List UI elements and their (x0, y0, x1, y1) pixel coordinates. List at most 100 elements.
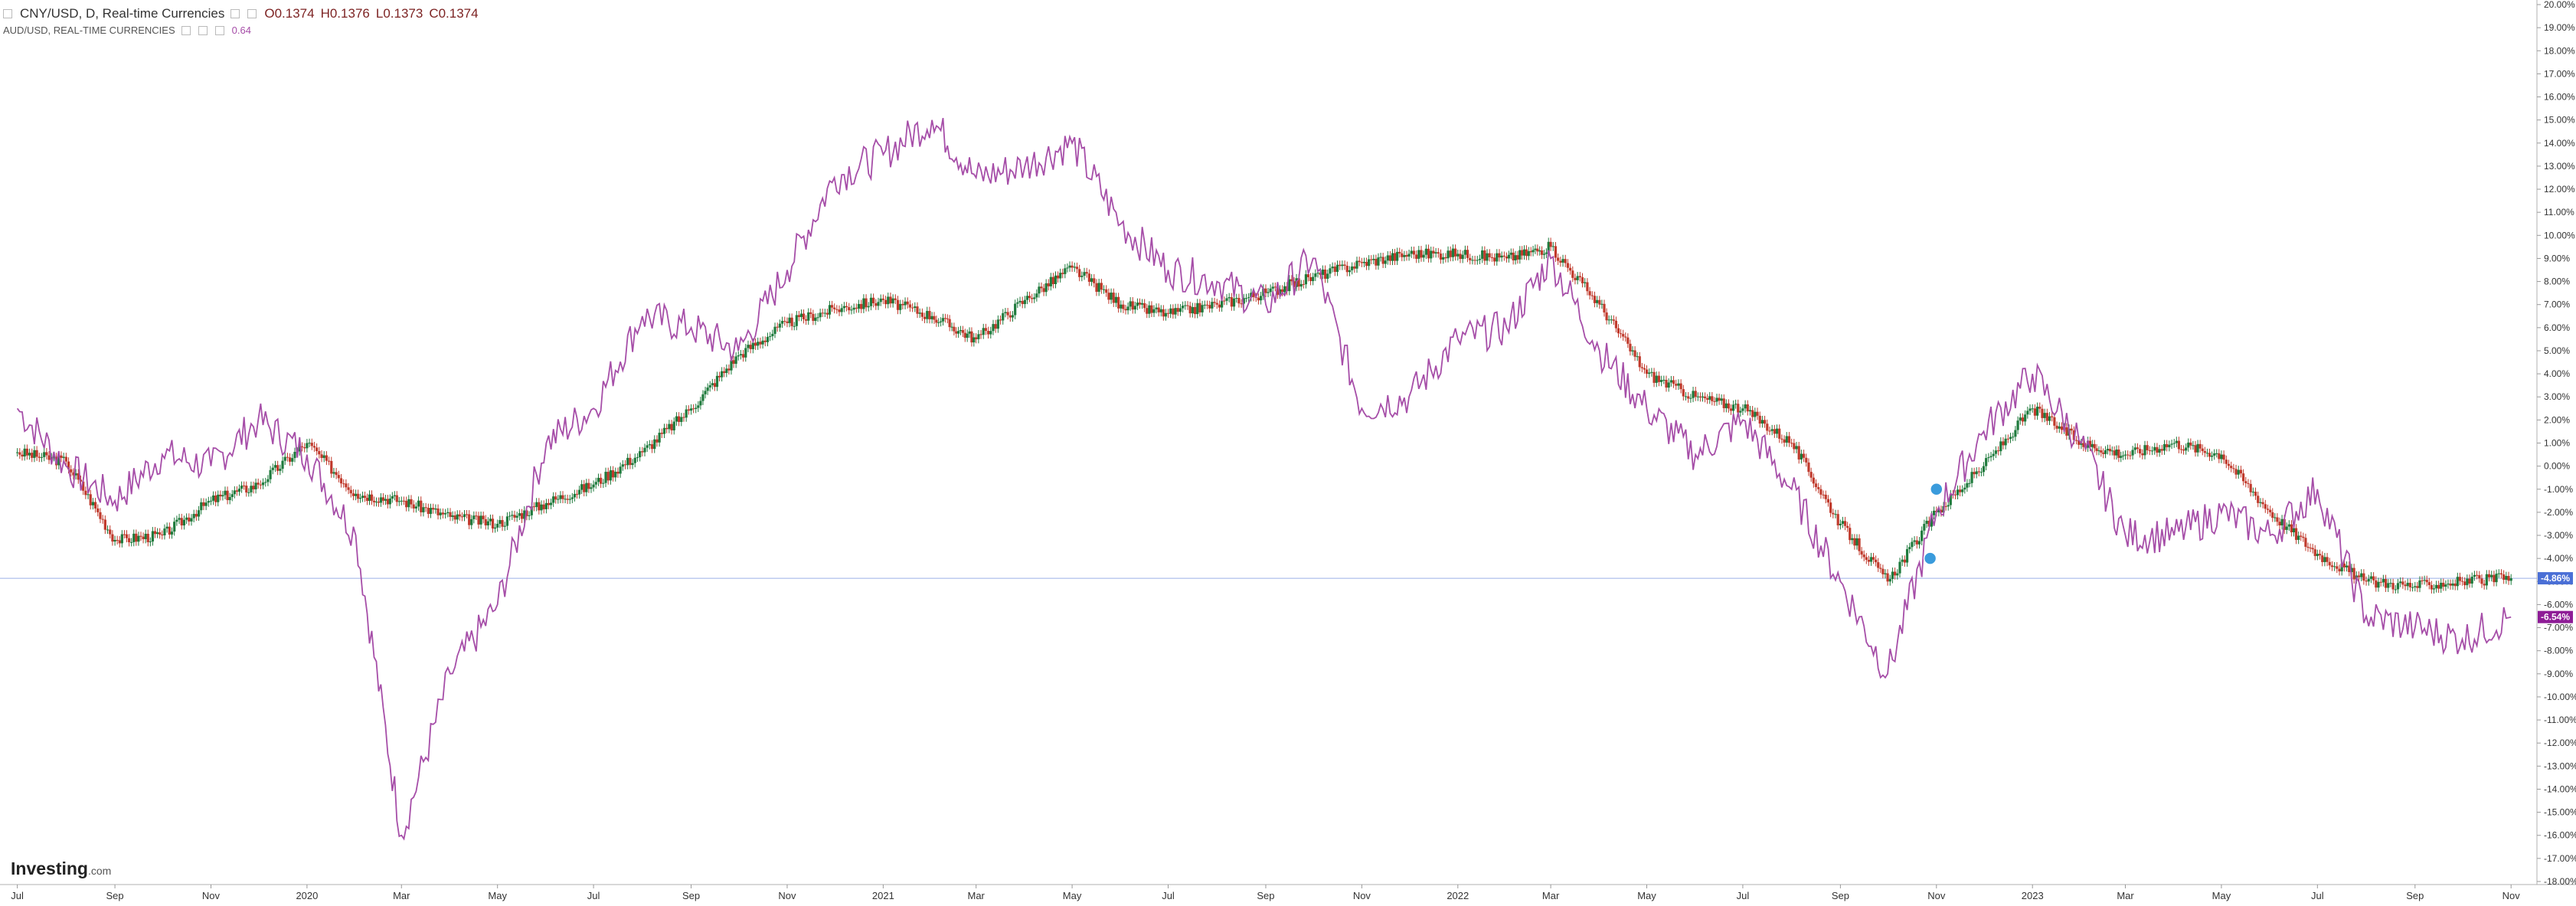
candle-body (1768, 430, 1771, 432)
candle-body (2257, 496, 2260, 503)
candle-body (2389, 583, 2392, 584)
candle-body (1339, 264, 1342, 267)
candle-body (994, 324, 997, 329)
candle-body (2480, 578, 2483, 584)
candle-body (271, 467, 274, 470)
candle-body (961, 330, 965, 333)
candle-body (830, 305, 834, 308)
candle-body (963, 332, 966, 339)
event-flag-icon[interactable] (1923, 551, 1937, 565)
candle-body (1169, 308, 1172, 314)
y-tick-label: 2.00% (2544, 414, 2570, 425)
candle-body (1120, 304, 1123, 309)
eye-icon[interactable] (181, 25, 191, 35)
candle-body (1083, 272, 1086, 276)
candle-body (2306, 546, 2310, 548)
candle-body (887, 296, 890, 305)
candle-body (2453, 583, 2457, 587)
candle-body (1174, 308, 1177, 315)
candle-body (850, 309, 853, 311)
candle-body (2502, 574, 2506, 581)
y-tick-label: 13.00% (2544, 161, 2575, 172)
candle-body (211, 496, 215, 501)
candle-body (2259, 502, 2262, 503)
candle-body (499, 520, 502, 524)
candle-body (463, 514, 466, 518)
candle-body (1297, 278, 1300, 287)
candle-body (257, 482, 260, 485)
candle-body (802, 313, 806, 319)
candle-body (482, 515, 485, 519)
candle-body (2170, 443, 2173, 445)
candle-body (2336, 566, 2339, 569)
y-tick-label: 0.00% (2544, 461, 2570, 472)
candle-body (1232, 298, 1236, 307)
candle-body (2427, 582, 2431, 585)
candle-body (2287, 524, 2290, 527)
candle-body (2123, 454, 2127, 456)
candle-body (626, 457, 629, 466)
candle-body (727, 368, 731, 371)
candle-body (1588, 291, 1591, 296)
candle-body (99, 512, 102, 519)
candle-body (2019, 417, 2022, 421)
candle-body (1124, 309, 1127, 311)
candle-body (680, 417, 683, 422)
candle-body (1905, 549, 1909, 563)
close-icon[interactable] (247, 9, 257, 18)
candle-body (1846, 525, 1849, 528)
candle-body (2143, 445, 2146, 456)
candle-body (2026, 410, 2029, 415)
candle-body (2136, 447, 2140, 450)
candle-body (1215, 303, 1218, 305)
candle-body (2095, 448, 2098, 451)
candle-body (668, 424, 671, 430)
event-flag-icon[interactable] (1930, 482, 1943, 496)
candle-body (2449, 584, 2452, 586)
candle-body (1164, 312, 1168, 317)
candle-body (1302, 283, 1305, 285)
candle-body (1271, 286, 1274, 289)
candle-body (1549, 241, 1552, 247)
close-icon[interactable] (214, 25, 224, 35)
candle-body (889, 296, 892, 304)
collapse-icon[interactable] (3, 9, 12, 18)
candle-body (233, 490, 236, 495)
settings-icon[interactable] (230, 9, 240, 18)
candle-body (38, 456, 41, 458)
candle-body (2394, 589, 2397, 590)
candle-body (1903, 559, 1906, 563)
candle-body (424, 507, 427, 509)
candle-body (2104, 450, 2107, 454)
candle-body (542, 504, 545, 509)
y-tick-label: 11.00% (2544, 207, 2574, 218)
x-tick-label: Sep (106, 890, 124, 901)
candle-body (25, 448, 28, 456)
candle-body (2440, 582, 2443, 589)
candle-body (650, 444, 654, 450)
candle-body (2466, 578, 2469, 586)
candle-body (2086, 440, 2090, 448)
candle-body (848, 307, 851, 311)
x-tick-label: Mar (1542, 890, 1560, 901)
candle-body (2232, 468, 2235, 469)
x-tick-label: Nov (778, 890, 796, 901)
main-legend: CNY/USD, D, Real-time Currencies O0.1374… (3, 6, 479, 21)
candle-body (1188, 306, 1192, 314)
investing-logo[interactable]: Investing.com (11, 859, 111, 879)
candle-body (1008, 315, 1012, 318)
candle-body (1486, 253, 1489, 261)
candle-body (2460, 581, 2464, 582)
candle-body (2350, 567, 2353, 572)
candle-body (1809, 472, 1813, 478)
candle-body (2348, 565, 2351, 572)
candle-body (2065, 427, 2068, 436)
candle-body (1722, 398, 1725, 408)
event-markers[interactable] (1923, 482, 1943, 565)
candle-body (2316, 554, 2319, 557)
settings-icon[interactable] (198, 25, 208, 35)
candle-body (914, 306, 917, 308)
candle-body (1839, 523, 1842, 525)
candle-body (479, 515, 482, 525)
